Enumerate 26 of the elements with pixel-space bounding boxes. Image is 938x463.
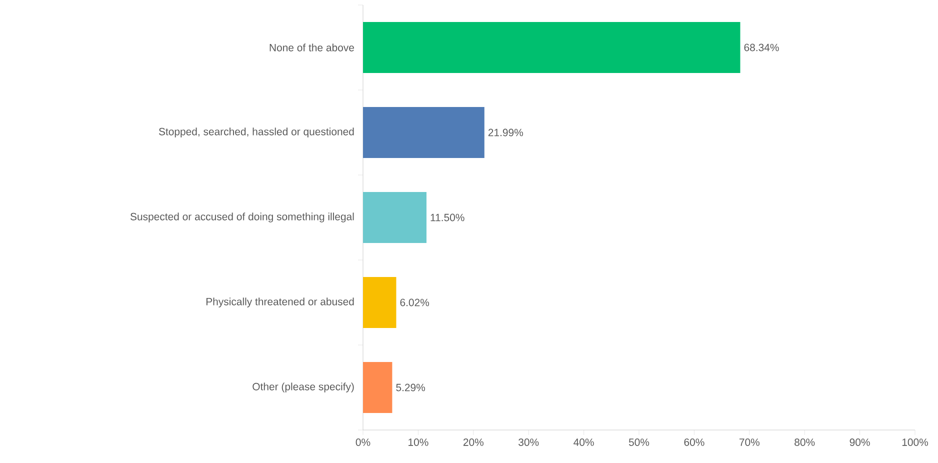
x-tick-label: 50% bbox=[628, 438, 650, 446]
data-label: 11.50% bbox=[430, 214, 464, 222]
bar bbox=[363, 362, 392, 414]
bar bbox=[363, 192, 426, 244]
y-tick-label: Other (please specify) bbox=[252, 382, 354, 392]
x-tick-label: 10% bbox=[408, 438, 428, 446]
y-tick-label: None of the above bbox=[270, 44, 354, 52]
bar bbox=[363, 22, 740, 74]
y-tick-label: Suspected or accused of doing something illegal bbox=[130, 212, 354, 222]
y-tick-label: Physically threatened or abused bbox=[206, 298, 354, 308]
data-label: 21.99% bbox=[488, 128, 523, 136]
x-tick-label: 0% bbox=[356, 438, 370, 446]
x-tick-label: 70% bbox=[739, 438, 760, 446]
x-tick-label: 20% bbox=[463, 438, 484, 446]
x-tick-label: 80% bbox=[794, 438, 815, 446]
data-label: 6.02% bbox=[400, 298, 430, 306]
x-tick-label: 60% bbox=[684, 438, 704, 446]
x-tick-label: 100% bbox=[902, 438, 928, 446]
data-label: 68.34% bbox=[744, 44, 779, 52]
bar bbox=[363, 277, 396, 328]
x-tick-label: 30% bbox=[518, 438, 539, 446]
data-label: 5.29% bbox=[396, 384, 425, 392]
x-tick-label: 90% bbox=[850, 438, 870, 446]
y-tick-label: Stopped, searched, hassled or questioned bbox=[158, 128, 354, 138]
bar bbox=[363, 107, 484, 158]
x-tick-label: 40% bbox=[574, 438, 594, 446]
